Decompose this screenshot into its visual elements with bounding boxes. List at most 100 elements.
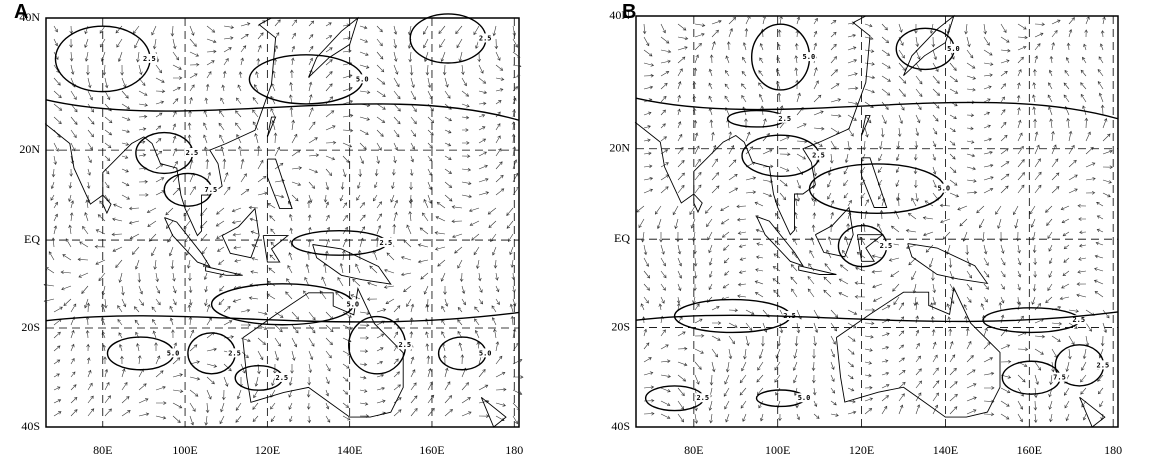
wind-vector	[219, 272, 225, 278]
wind-vector	[677, 270, 682, 279]
wind-vector	[325, 22, 332, 27]
wind-vector	[898, 344, 905, 350]
wind-vector	[469, 220, 480, 226]
wind-vector	[847, 335, 856, 342]
wind-vector	[745, 146, 754, 155]
wind-vector	[104, 408, 112, 417]
contour-line	[635, 97, 1119, 120]
wind-vector	[759, 57, 764, 64]
wind-vector	[291, 311, 300, 320]
wind-vector	[101, 285, 106, 296]
wind-vector	[677, 68, 683, 77]
wind-vector	[53, 103, 63, 111]
wind-vector	[830, 374, 835, 383]
wind-vector	[1068, 159, 1077, 168]
wind-vector	[308, 57, 313, 66]
wind-vector	[1034, 32, 1044, 38]
wind-vector	[838, 278, 849, 285]
wind-vector	[660, 59, 671, 64]
wind-vector	[677, 400, 685, 410]
wind-vector	[444, 90, 451, 99]
contour-label-bg	[782, 311, 798, 321]
wind-vector	[189, 389, 199, 397]
wind-vector	[1102, 16, 1106, 25]
contour-label-bg	[165, 348, 181, 358]
wind-vector	[471, 233, 480, 241]
wind-vector	[439, 38, 446, 48]
wind-vector	[1033, 68, 1037, 77]
wind-vector	[461, 90, 470, 97]
wind-vector	[1048, 244, 1053, 252]
wind-vector	[830, 309, 839, 318]
wind-vector	[121, 103, 131, 110]
wind-vector	[461, 181, 472, 185]
wind-vector	[152, 330, 157, 339]
wind-vector	[1100, 104, 1105, 116]
wind-vector	[711, 185, 720, 194]
wind-vector	[725, 55, 730, 64]
wind-vector	[711, 158, 718, 168]
contour-line	[409, 13, 487, 64]
wind-vector	[115, 25, 123, 34]
wind-vector	[1017, 82, 1021, 90]
wind-vector	[474, 306, 480, 313]
wind-vector	[291, 149, 301, 157]
wind-vector	[1033, 257, 1037, 266]
wind-vector	[425, 64, 430, 76]
wind-vector	[323, 194, 328, 203]
wind-vector	[134, 38, 140, 49]
wind-vector	[512, 86, 519, 92]
wind-vector	[53, 116, 62, 125]
wind-vector	[495, 161, 503, 170]
wind-vector	[776, 80, 781, 90]
wind-vector	[660, 344, 669, 350]
wind-vector	[881, 332, 890, 337]
wind-vector	[932, 127, 938, 135]
wind-vector	[70, 142, 76, 152]
wind-vector	[270, 402, 276, 410]
coastline	[856, 234, 884, 262]
wind-vector	[677, 346, 688, 351]
wind-vector	[443, 354, 447, 365]
wind-vector	[291, 45, 295, 53]
wind-vector	[410, 77, 415, 89]
wind-vector	[1017, 107, 1021, 116]
wind-vector	[250, 270, 259, 274]
wind-vector	[677, 184, 685, 194]
wind-vector	[844, 153, 849, 164]
wind-vector	[1048, 106, 1053, 116]
wind-vector	[796, 179, 802, 189]
wind-vector	[359, 64, 370, 69]
coastline	[262, 235, 290, 263]
contour-label: 2.5	[398, 341, 411, 349]
wind-vector	[512, 375, 524, 379]
wind-vector	[342, 363, 350, 369]
wind-vector	[325, 181, 330, 191]
wind-vector	[104, 181, 110, 189]
wind-vector	[69, 212, 74, 222]
wind-vector	[890, 270, 900, 277]
wind-vector	[862, 222, 866, 233]
wind-vector	[511, 133, 516, 144]
wind-vector	[643, 164, 653, 169]
wind-vector	[152, 38, 157, 50]
wind-vector	[932, 367, 939, 376]
wind-vector	[1000, 48, 1011, 53]
wind-vector	[1094, 291, 1104, 298]
wind-vector	[728, 159, 737, 168]
wind-vector	[796, 123, 807, 129]
wind-vector	[104, 381, 110, 391]
wind-vector	[461, 298, 466, 306]
wind-vector	[813, 413, 820, 419]
wind-vector	[443, 286, 447, 295]
wind-vector	[807, 276, 815, 285]
wind-vector	[1000, 314, 1005, 324]
wind-vector	[424, 51, 429, 63]
wind-vector	[512, 159, 518, 170]
wind-vector	[461, 194, 472, 199]
wind-vector	[138, 412, 150, 417]
wind-vector	[53, 373, 60, 378]
wind-vector	[1064, 69, 1070, 77]
wind-vector	[898, 75, 907, 84]
wind-vector	[1047, 231, 1053, 240]
